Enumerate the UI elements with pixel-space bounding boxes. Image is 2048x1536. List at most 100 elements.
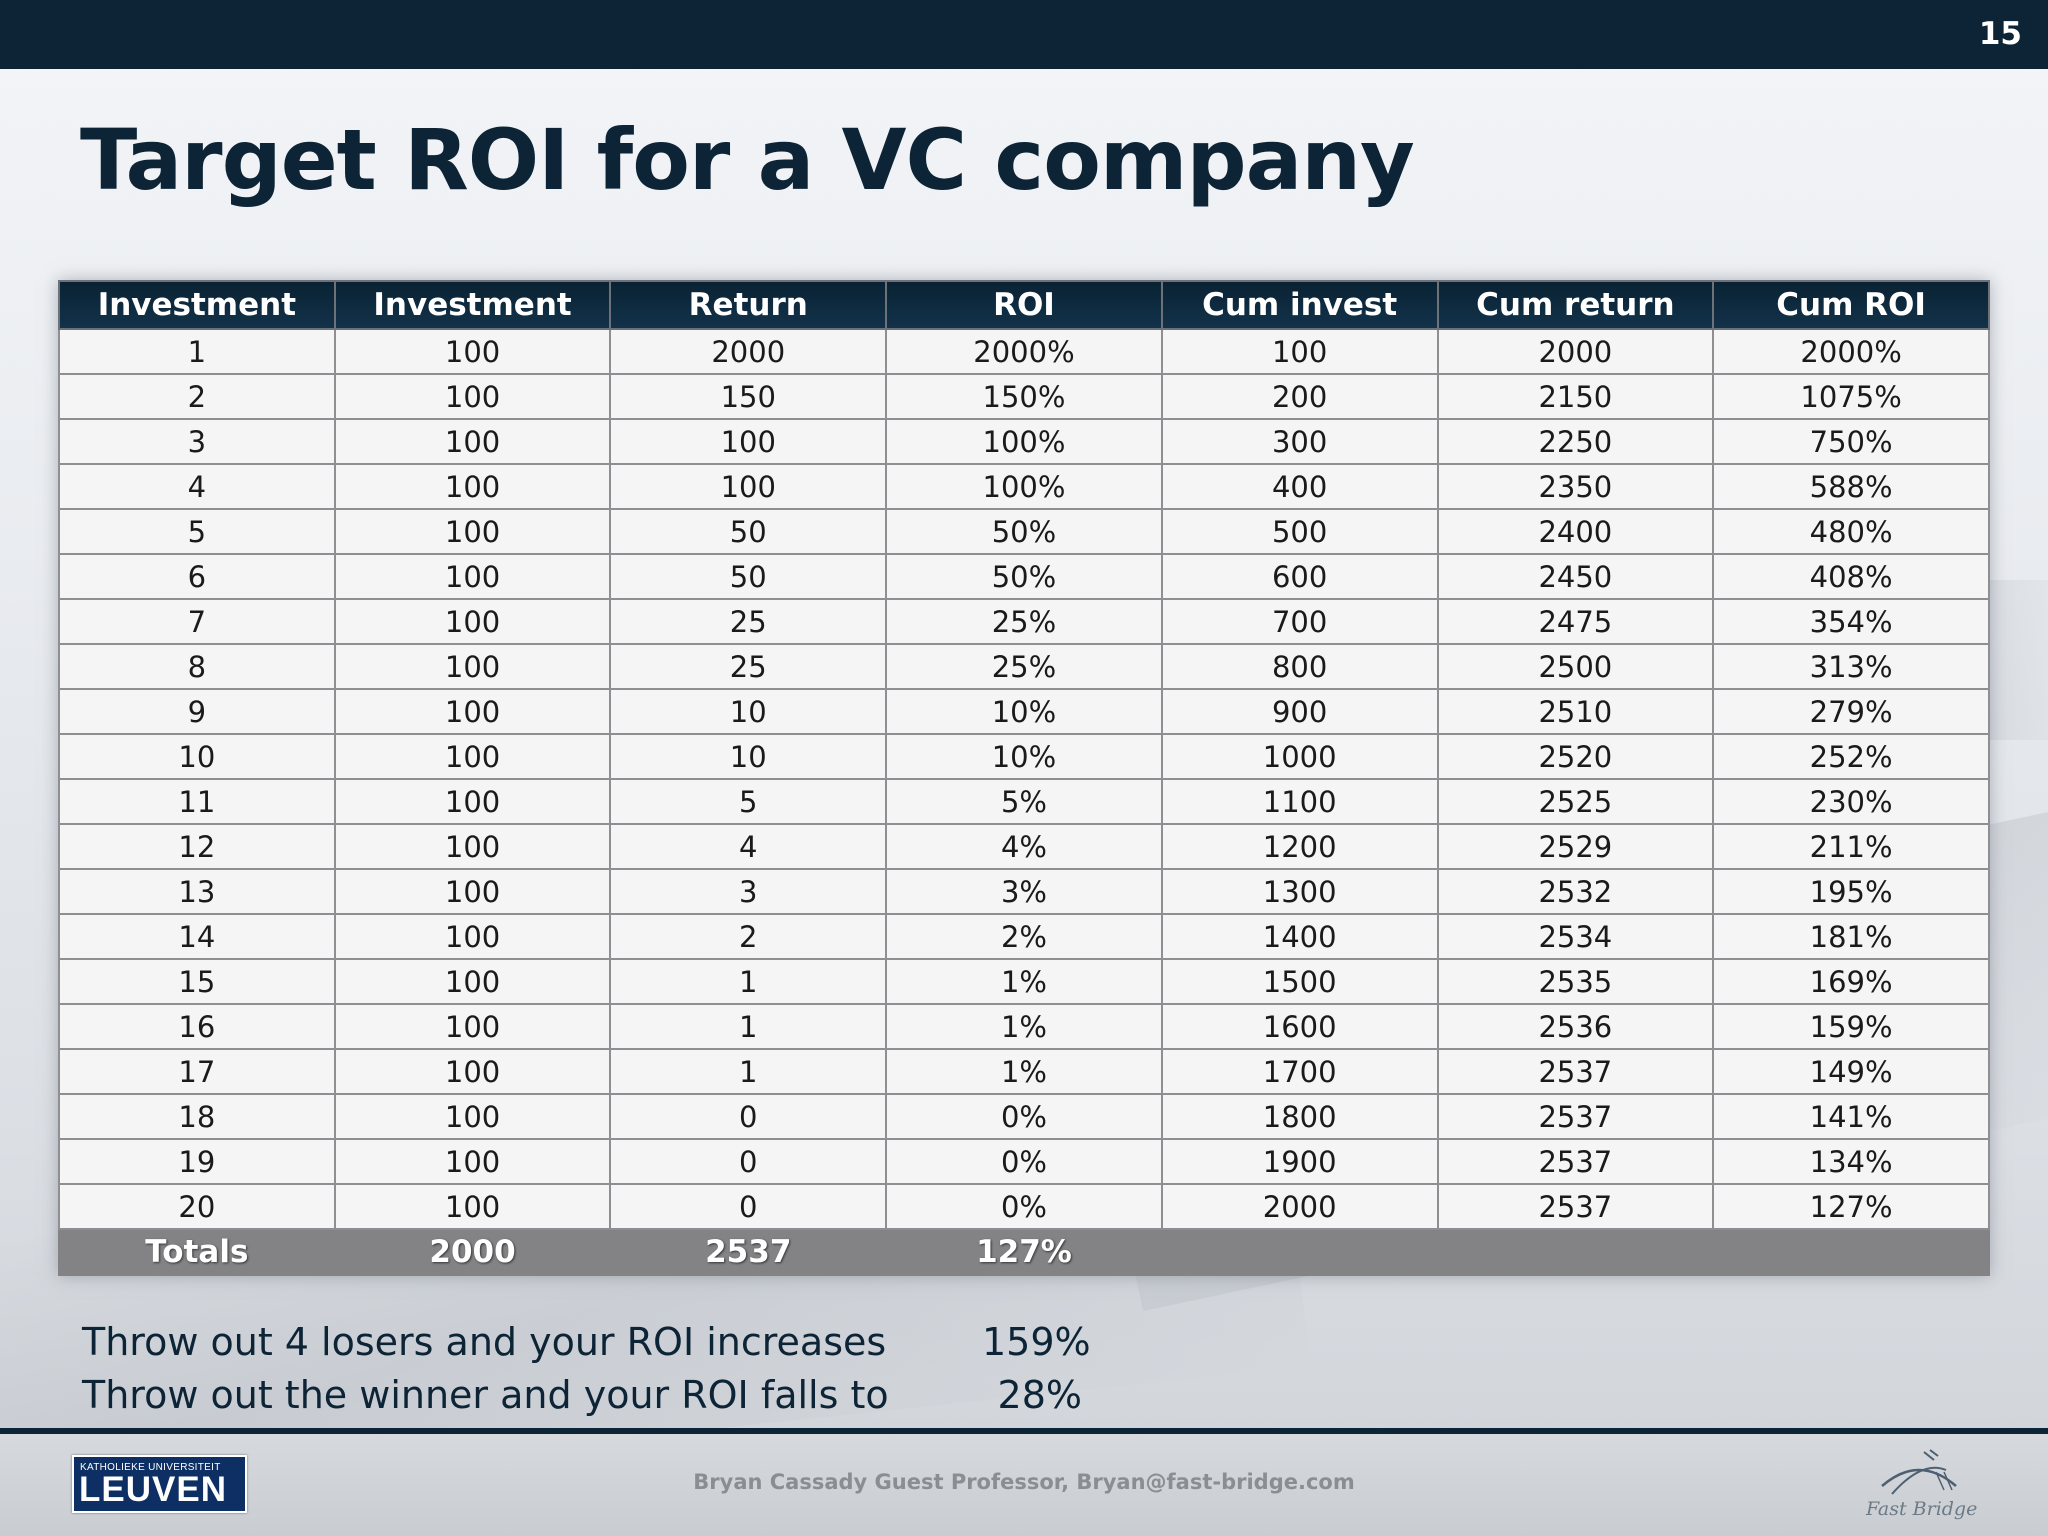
table-cell: 149%: [1712, 1048, 1990, 1095]
table-cell: 17: [58, 1048, 336, 1095]
table-cell: 0: [609, 1138, 888, 1185]
slide-title: Target ROI for a VC company: [80, 111, 1415, 209]
table-cell: 1%: [885, 1048, 1163, 1095]
table-row: 16 100 1 1% 1600 2536 159%: [58, 1003, 1990, 1050]
table-cell: 25: [609, 598, 888, 645]
table-cell: 100: [333, 733, 612, 780]
table-cell: 1800: [1160, 1093, 1439, 1140]
table-cell: 25%: [885, 643, 1163, 690]
table-cell: 5%: [885, 778, 1163, 825]
note-text: Throw out 4 losers and your ROI increase…: [82, 1320, 887, 1364]
table-cell: 1400: [1160, 913, 1439, 960]
table-cell: 100: [333, 328, 612, 375]
table-cell: 100: [333, 508, 612, 555]
table-cell: 2537: [1436, 1183, 1715, 1230]
table-cell: 195%: [1712, 868, 1990, 915]
table-cell: 252%: [1712, 733, 1990, 780]
table-cell: 16: [58, 1003, 336, 1050]
table-cell: 1300: [1160, 868, 1439, 915]
table-cell: 150%: [885, 373, 1163, 420]
note-row: Throw out 4 losers and your ROI increase…: [82, 1316, 1091, 1369]
table-cell: 2000%: [885, 328, 1163, 375]
table-cell: 1: [609, 958, 888, 1005]
table-cell: 200: [1160, 373, 1439, 420]
table-cell: 100: [333, 418, 612, 465]
table-cell: 50%: [885, 553, 1163, 600]
table-row: 9 100 10 10% 900 2510 279%: [58, 688, 1990, 735]
notes-block: Throw out 4 losers and your ROI increase…: [82, 1316, 1091, 1422]
table-cell: 2529: [1436, 823, 1715, 870]
table-cell: 100: [609, 463, 888, 510]
table-row: 6 100 50 50% 600 2450 408%: [58, 553, 1990, 600]
table-row: 13 100 3 3% 1300 2532 195%: [58, 868, 1990, 915]
table-cell: 1500: [1160, 958, 1439, 1005]
table-cell: 50: [609, 553, 888, 600]
table-row: 12 100 4 4% 1200 2529 211%: [58, 823, 1990, 870]
table-cell: 100: [333, 463, 612, 510]
table-cell: 100: [333, 1093, 612, 1140]
fast-bridge-logo: Fast Bridge: [1866, 1446, 1977, 1526]
table-cell: 100: [333, 778, 612, 825]
logo-leuven-label: LEUVEN: [79, 1470, 227, 1509]
table-cell: 2000: [609, 328, 888, 375]
roi-table: Investment Investment Return ROI Cum invest C…: [58, 280, 1990, 1276]
table-cell: 15: [58, 958, 336, 1005]
totals-row: Totals 2000 2537 127%: [58, 1228, 1990, 1276]
table-cell: 313%: [1712, 643, 1990, 690]
table-cell: 1000: [1160, 733, 1439, 780]
table-cell: 2537: [1436, 1093, 1715, 1140]
table-cell: 2350: [1436, 463, 1715, 510]
table-cell: 10%: [885, 688, 1163, 735]
table-cell: 1600: [1160, 1003, 1439, 1050]
table-cell: 100: [333, 958, 612, 1005]
table-cell: 10: [609, 733, 888, 780]
table-cell: 100%: [885, 463, 1163, 510]
table-cell: 900: [1160, 688, 1439, 735]
table-cell: 100: [609, 418, 888, 465]
table-cell: 4%: [885, 823, 1163, 870]
table-cell: 400: [1160, 463, 1439, 510]
table-cell: 2000: [1160, 1183, 1439, 1230]
table-cell: 100: [333, 643, 612, 690]
table-cell: 8: [58, 643, 336, 690]
table-cell: 11: [58, 778, 336, 825]
column-header: Cum ROI: [1712, 280, 1990, 330]
table-cell: 141%: [1712, 1093, 1990, 1140]
totals-cell: [1436, 1228, 1715, 1276]
note-value: 28%: [997, 1373, 1082, 1417]
table-cell: 50%: [885, 508, 1163, 555]
totals-cell: [1160, 1228, 1439, 1276]
table-cell: 800: [1160, 643, 1439, 690]
totals-label: Totals: [58, 1228, 336, 1276]
table-cell: 0%: [885, 1183, 1163, 1230]
table-cell: 181%: [1712, 913, 1990, 960]
table-cell: 0%: [885, 1138, 1163, 1185]
footer: [0, 1434, 2048, 1536]
table-cell: 100: [1160, 328, 1439, 375]
table-row: 19 100 0 0% 1900 2537 134%: [58, 1138, 1990, 1185]
table-cell: 2250: [1436, 418, 1715, 465]
table-row: 15 100 1 1% 1500 2535 169%: [58, 958, 1990, 1005]
table-cell: 700: [1160, 598, 1439, 645]
table-cell: 20: [58, 1183, 336, 1230]
table-cell: 480%: [1712, 508, 1990, 555]
note-row: Throw out the winner and your ROI falls …: [82, 1369, 1082, 1422]
table-cell: 2400: [1436, 508, 1715, 555]
table-cell: 14: [58, 913, 336, 960]
table-row: 8 100 25 25% 800 2500 313%: [58, 643, 1990, 690]
table-cell: 2500: [1436, 643, 1715, 690]
table-cell: 18: [58, 1093, 336, 1140]
table-row: 14 100 2 2% 1400 2534 181%: [58, 913, 1990, 960]
table-cell: 354%: [1712, 598, 1990, 645]
table-cell: 2537: [1436, 1048, 1715, 1095]
table-row: 18 100 0 0% 1800 2537 141%: [58, 1093, 1990, 1140]
table-cell: 6: [58, 553, 336, 600]
table-cell: 100: [333, 823, 612, 870]
table-cell: 100: [333, 373, 612, 420]
table-cell: 100: [333, 1183, 612, 1230]
table-cell: 100: [333, 598, 612, 645]
table-cell: 100: [333, 1138, 612, 1185]
note-text: Throw out the winner and your ROI falls …: [82, 1373, 889, 1417]
table-row: 7 100 25 25% 700 2475 354%: [58, 598, 1990, 645]
table-cell: 588%: [1712, 463, 1990, 510]
